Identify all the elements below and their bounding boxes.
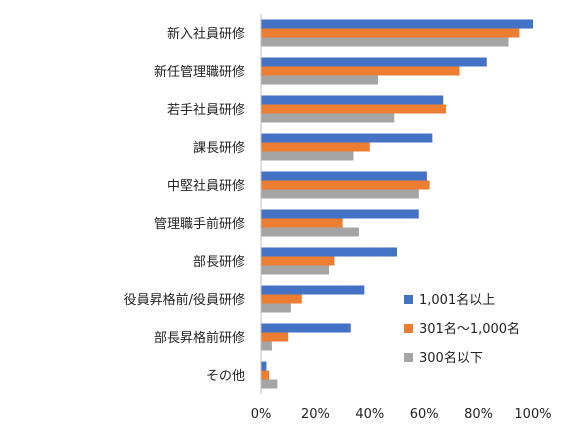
legend-label: 1,001名以上	[419, 292, 495, 308]
bar-2-2	[261, 66, 460, 76]
bar-3-6	[261, 227, 359, 237]
x-tick-label: 60%	[410, 407, 439, 422]
category-label: 部長研修	[193, 255, 245, 270]
category-label: 新入社員研修	[167, 26, 245, 42]
bar-2-1	[261, 28, 520, 38]
category-label: 管理職手前研修	[154, 216, 245, 232]
bar-3-8	[261, 303, 291, 313]
bar-3-1	[261, 37, 509, 47]
legend-swatch	[404, 295, 413, 304]
bar-1-9	[261, 323, 351, 333]
bar-3-4	[261, 151, 354, 161]
bar-3-9	[261, 341, 272, 351]
bar-1-3	[261, 95, 444, 105]
bar-1-6	[261, 209, 419, 219]
legend-label: 300名以下	[419, 350, 483, 366]
bar-2-5	[261, 180, 430, 190]
bar-2-6	[261, 218, 343, 228]
bar-2-7	[261, 256, 335, 266]
x-tick-labels: 0% 20% 40% 60% 80% 100%	[251, 407, 552, 422]
bar-2-10	[261, 370, 270, 380]
bar-1-1	[261, 19, 533, 29]
bar-1-7	[261, 247, 397, 257]
bar-3-7	[261, 265, 329, 275]
x-tick-label: 20%	[301, 407, 330, 422]
bar-3-5	[261, 189, 419, 199]
x-tick-label: 40%	[355, 407, 384, 422]
bar-2-4	[261, 142, 370, 152]
x-tick-label: 0%	[251, 407, 272, 422]
x-tick-label: 100%	[514, 407, 551, 422]
bar-2-8	[261, 294, 302, 304]
bar-1-8	[261, 285, 365, 295]
bar-1-10	[261, 361, 267, 371]
legend-swatch	[404, 353, 413, 362]
legend-swatch	[404, 324, 413, 333]
bar-3-10	[261, 379, 278, 389]
legend-label: 301名～1,000名	[419, 321, 520, 337]
bar-2-3	[261, 104, 446, 114]
bar-1-5	[261, 171, 427, 181]
x-tick-label: 80%	[464, 407, 493, 422]
category-label: 新任管理職研修	[154, 64, 245, 80]
legend: 1,001名以上 301名～1,000名 300名以下	[404, 292, 520, 366]
category-label: 課長研修	[193, 140, 245, 156]
category-label: 部長昇格前研修	[154, 330, 245, 346]
bar-2-9	[261, 332, 289, 342]
category-label: 中堅社員研修	[167, 178, 245, 194]
category-labels: 新入社員研修新任管理職研修若手社員研修課長研修中堅社員研修管理職手前研修部長研修…	[124, 26, 245, 384]
category-label: その他	[206, 369, 245, 384]
bar-3-2	[261, 75, 378, 85]
bar-1-2	[261, 57, 487, 67]
bars-layer	[261, 19, 533, 389]
bar-3-3	[261, 113, 395, 123]
category-label: 若手社員研修	[167, 102, 245, 118]
category-label: 役員昇格前/役員研修	[124, 292, 245, 308]
bar-1-4	[261, 133, 433, 143]
